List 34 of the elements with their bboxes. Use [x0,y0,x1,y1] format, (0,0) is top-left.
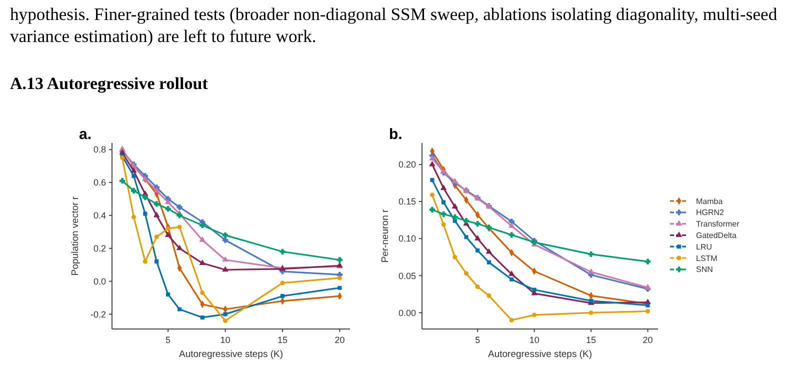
y-tick-label: 0.05 [398,270,416,281]
legend-label: LRU [696,242,712,252]
y-tick-label: 0.00 [398,308,416,318]
y-tick-label: 0.6 [93,178,106,188]
x-axis-title: Autoregressive steps (K) [488,349,592,360]
x-tick-label: 10 [220,335,230,345]
x-tick-label: 5 [166,335,171,345]
x-tick-label: 5 [475,335,480,345]
y-tick-label: 0.0 [93,276,106,286]
x-axis-title: Autoregressive steps (K) [178,349,284,360]
chart-title: a. [79,126,92,143]
y-tick-label: 0.20 [398,160,416,170]
y-tick-label: 0.8 [93,144,106,155]
x-tick-label: 15 [586,335,596,345]
y-tick-label: 0.15 [398,196,416,207]
legend-label: Mamba [696,196,724,206]
legend-label: GatedDelta [696,231,738,240]
text: A.13 Autoregressive rollout [10,74,208,94]
y-tick-label: 0.10 [398,234,416,244]
x-tick-label: 20 [642,335,653,345]
x-tick-label: 10 [529,335,540,345]
legend-label: LSTM [696,254,718,263]
y-tick-label: 0.2 [93,243,106,254]
y-axis-title: Population vector r [70,196,81,276]
text: hypothesis. Finer-grained tests (broader non-diagonal SSM sweep, ablations isolating diagonality, multi-seed variance estimation) are left to future work. [10,3,778,47]
x-tick-label: 15 [277,335,288,345]
y-tick-label: -0.2 [90,309,106,320]
chart-title: b. [389,126,402,143]
legend-label: HGRN2 [696,208,725,218]
y-tick-label: 0.4 [93,210,106,221]
x-tick-label: 20 [334,335,345,345]
legend-label: Transformer [696,220,740,229]
y-axis-title: Per-neuron r [380,209,391,263]
legend-label: SNN [696,265,714,274]
